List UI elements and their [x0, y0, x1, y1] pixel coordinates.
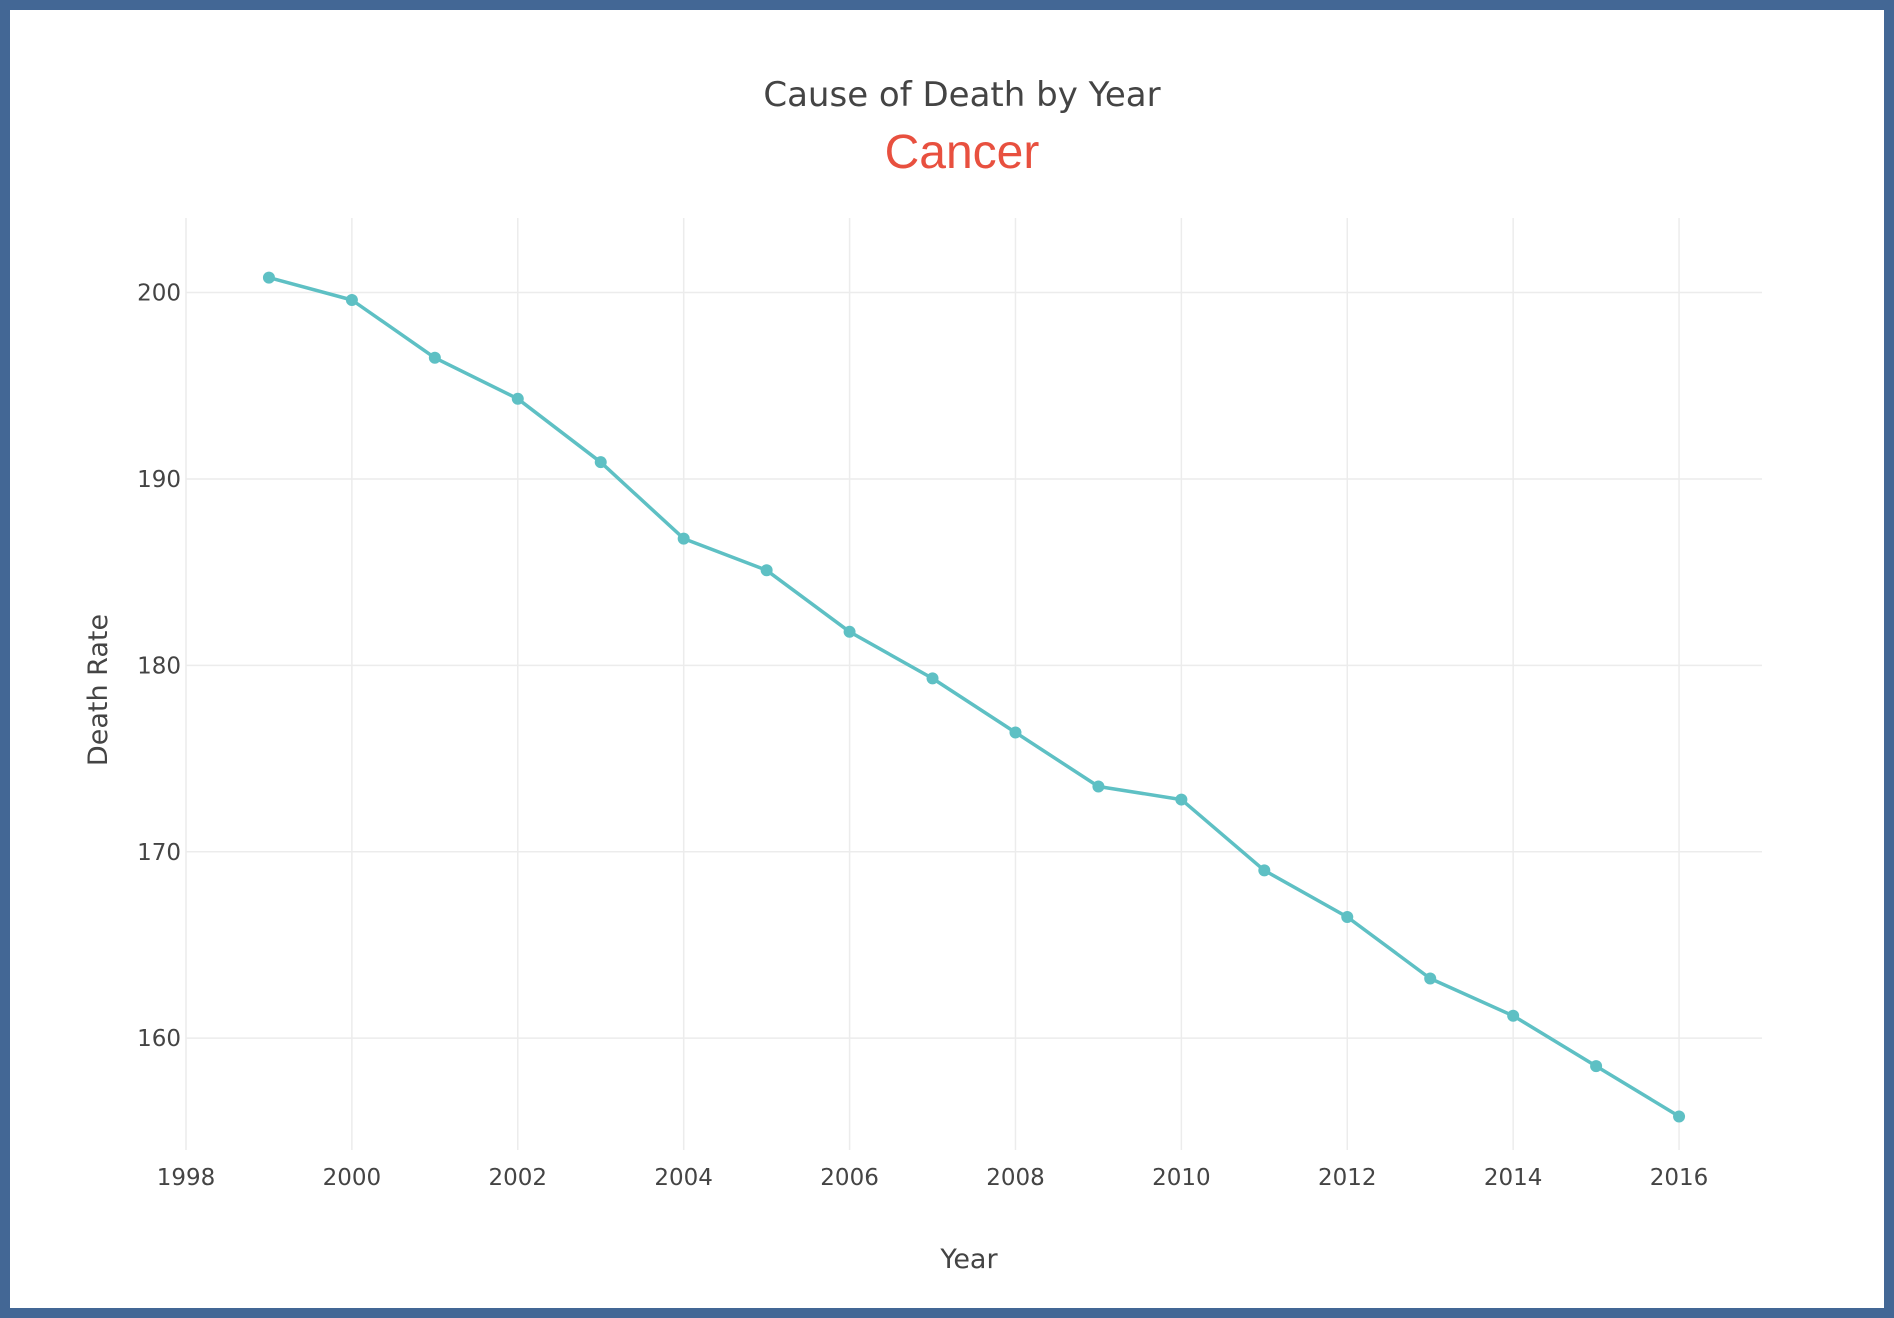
x-axis-title: Year [939, 1244, 998, 1275]
data-point[interactable] [1507, 1009, 1520, 1022]
x-tick-label: 2002 [489, 1165, 548, 1191]
y-tick-label: 160 [137, 1026, 181, 1052]
data-point[interactable] [1590, 1060, 1603, 1073]
y-tick-label: 170 [137, 840, 181, 866]
x-tick-label: 2016 [1650, 1165, 1709, 1191]
chart-title: Cause of Death by Year [763, 75, 1160, 115]
x-grid [185, 218, 1680, 1150]
series-line [268, 275, 1681, 1118]
x-tick-label: 2004 [654, 1165, 713, 1191]
y-tick-label: 200 [137, 281, 181, 307]
y-tick-label: 190 [137, 467, 181, 493]
x-tick-labels: 1998 2000 2002 2004 2006 2008 2010 2012 2014 2016 [157, 1165, 1709, 1191]
y-axis-title: Death Rate [83, 614, 114, 766]
data-point[interactable] [1341, 911, 1354, 923]
data-point[interactable] [594, 456, 607, 469]
y-grid [186, 291, 1762, 1039]
x-tick-label: 1998 [157, 1165, 216, 1191]
data-point[interactable] [1175, 793, 1188, 806]
data-point[interactable] [262, 271, 275, 284]
data-point[interactable] [1258, 864, 1271, 877]
data-point[interactable] [677, 532, 690, 545]
x-tick-label: 2010 [1152, 1165, 1211, 1191]
chart-subtitle: Cancer [885, 126, 1040, 179]
data-point[interactable] [843, 625, 856, 638]
data-point[interactable] [428, 351, 441, 364]
x-tick-label: 2014 [1484, 1165, 1543, 1191]
x-tick-label: 2012 [1318, 1165, 1377, 1191]
line-chart: 1998 2000 2002 2004 2006 2008 2010 2012 2014 2016… [83, 75, 1762, 1275]
data-point[interactable] [1009, 726, 1022, 739]
data-point[interactable] [1424, 972, 1437, 985]
data-point[interactable] [1092, 780, 1105, 793]
x-tick-label: 2000 [323, 1165, 382, 1191]
data-point[interactable] [926, 672, 939, 685]
x-tick-label: 2006 [820, 1165, 879, 1191]
data-point[interactable] [760, 564, 773, 577]
series-layer [262, 271, 1686, 1123]
y-tick-label: 180 [137, 653, 181, 679]
y-tick-labels: 160 170 180 190 200 [137, 281, 181, 1053]
data-point[interactable] [1673, 1110, 1686, 1123]
data-point[interactable] [345, 294, 358, 307]
data-point[interactable] [511, 392, 524, 405]
x-tick-label: 2008 [986, 1165, 1045, 1191]
